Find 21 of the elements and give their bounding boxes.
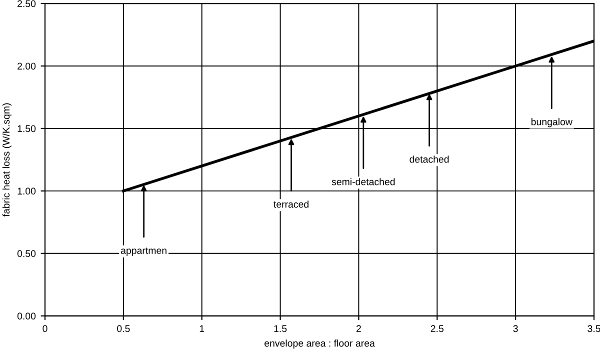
annotation: terraced bbox=[274, 200, 308, 208]
y-tick-label: 2.50 bbox=[18, 0, 36, 8]
y-tick-label: 0.00 bbox=[17, 312, 36, 320]
y-tick-label: 1.50 bbox=[18, 125, 36, 132]
annotation: bungalow bbox=[531, 118, 572, 128]
annotation: detached bbox=[410, 156, 449, 163]
annotation: semi-detached bbox=[332, 178, 395, 186]
y-axis-title: fabric heat loss (W/K.sqm) bbox=[2, 103, 12, 217]
y-tick-label: 1.00 bbox=[18, 188, 36, 195]
y-tick-label: 0.50 bbox=[17, 250, 36, 258]
x-tick-label: 1.5 bbox=[274, 325, 287, 332]
x-tick-label: 0 bbox=[42, 325, 48, 332]
y-tick-label: 2.00 bbox=[18, 62, 36, 70]
x-tick-label: 3.5 bbox=[588, 325, 600, 332]
x-axis-title: envelope area : floor area bbox=[264, 340, 375, 349]
x-tick-label: 0.5 bbox=[117, 325, 130, 332]
x-tick-label: 1 bbox=[200, 325, 204, 332]
x-tick-label: 2.5 bbox=[430, 325, 444, 332]
annotation: appartmen bbox=[120, 248, 166, 256]
x-tick-label: 3 bbox=[513, 325, 518, 332]
x-tick-label: 2 bbox=[356, 325, 361, 332]
